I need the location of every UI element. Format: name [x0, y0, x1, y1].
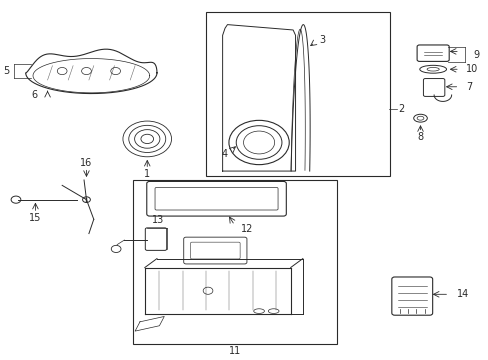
Text: 12: 12 — [240, 224, 252, 234]
Text: 8: 8 — [417, 132, 423, 142]
Text: 4: 4 — [222, 149, 227, 159]
Text: 14: 14 — [456, 289, 468, 299]
Text: 1: 1 — [144, 169, 150, 179]
Text: 6: 6 — [31, 90, 38, 100]
Text: 3: 3 — [319, 35, 325, 45]
Text: 16: 16 — [80, 158, 92, 168]
Text: 13: 13 — [152, 215, 164, 225]
Text: 11: 11 — [228, 346, 241, 356]
Bar — [132, 180, 336, 344]
Text: 9: 9 — [472, 50, 478, 60]
Bar — [205, 12, 389, 176]
Text: 7: 7 — [465, 82, 471, 92]
Text: 2: 2 — [397, 104, 404, 113]
Text: 10: 10 — [465, 64, 477, 74]
Text: 5: 5 — [3, 66, 9, 76]
Text: 15: 15 — [29, 212, 41, 222]
